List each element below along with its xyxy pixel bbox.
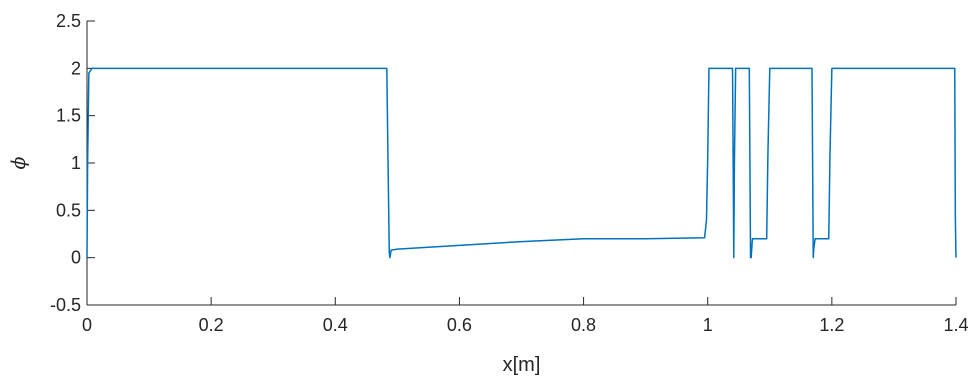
y-tick-label: -0.5 <box>50 295 81 315</box>
x-tick-label: 1.2 <box>819 315 844 335</box>
x-tick-label: 0.8 <box>571 315 596 335</box>
y-tick-labels: -0.5 0 0.5 1 1.5 2 2.5 <box>50 11 81 315</box>
y-tick-label: 1 <box>71 153 81 173</box>
series-line-1 <box>86 67 957 259</box>
x-tick-label: 0 <box>82 315 92 335</box>
y-tick-label: 1.5 <box>56 106 81 126</box>
x-tick-label: 1.4 <box>943 315 968 335</box>
y-axis-label: ϕ <box>8 156 30 169</box>
y-tick-label: 0.5 <box>56 200 81 220</box>
plot-box <box>86 21 956 306</box>
y-tick-label: 0 <box>71 248 81 268</box>
tick-marks <box>86 20 957 306</box>
x-tick-label: 0.4 <box>323 315 348 335</box>
y-tick-label: 2 <box>71 58 81 78</box>
x-tick-labels: 0 0.2 0.4 0.6 0.8 1 1.2 1.4 <box>82 315 969 335</box>
y-tick-label: 2.5 <box>56 11 81 31</box>
x-axis-label: x[m] <box>503 354 541 376</box>
x-tick-label: 1 <box>703 315 713 335</box>
x-tick-label: 0.6 <box>447 315 472 335</box>
x-tick-label: 0.2 <box>199 315 224 335</box>
series-group <box>86 67 957 259</box>
